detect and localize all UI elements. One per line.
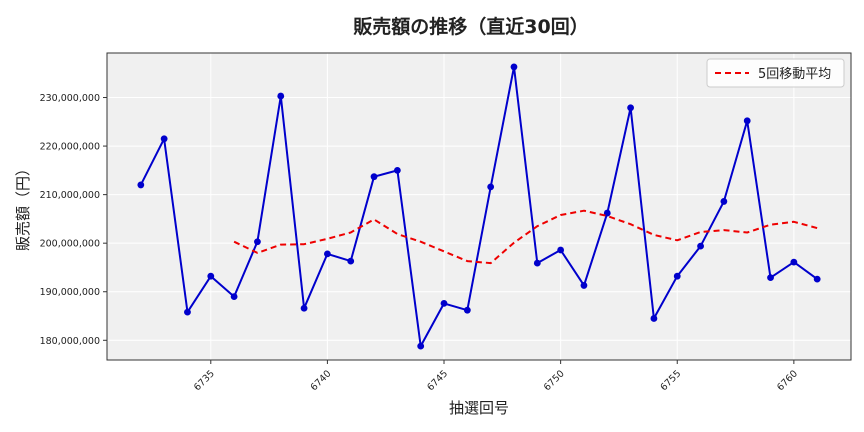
sales-point	[650, 315, 658, 322]
y-tick-label: 230,000,000	[40, 93, 100, 104]
sales-point	[184, 308, 191, 316]
sales-point	[254, 238, 261, 246]
sales-point	[393, 166, 401, 174]
sales-point	[790, 258, 798, 266]
y-tick-label: 210,000,000	[40, 190, 100, 201]
x-axis-label: 抽選回号	[449, 399, 509, 417]
sales-point	[417, 342, 425, 350]
sales-point	[813, 275, 821, 283]
sales-point	[277, 92, 285, 100]
sales-point	[673, 272, 681, 280]
sales-point	[767, 274, 774, 282]
y-axis-label: 販売額（円）	[14, 161, 32, 251]
sales-point	[743, 117, 751, 125]
sales-point	[697, 242, 704, 250]
sales-point	[230, 293, 238, 300]
sales-point	[720, 198, 728, 205]
sales-point	[557, 246, 565, 254]
x-tick-label: 6745	[425, 368, 450, 393]
series-layer	[137, 63, 821, 350]
sales-point	[160, 135, 168, 143]
legend: 5回移動平均	[706, 58, 845, 88]
sales-point	[300, 304, 308, 312]
x-tick-label: 6755	[658, 368, 683, 393]
x-tick-label: 6740	[309, 368, 334, 393]
moving-average-line	[233, 209, 818, 265]
plot-frame	[106, 52, 852, 361]
x-tick-label: 6760	[775, 368, 800, 393]
sales-point	[137, 181, 145, 189]
y-tick-label: 220,000,000	[40, 142, 100, 153]
sales-point	[440, 299, 448, 307]
sales-point	[627, 104, 634, 112]
sales-point	[324, 250, 331, 258]
sales-point	[510, 63, 518, 71]
x-tick-label: 6735	[192, 368, 217, 393]
legend-label-moving-average: 5回移動平均	[758, 67, 831, 82]
y-tick-label: 190,000,000	[40, 287, 100, 298]
y-tick-label: 200,000,000	[40, 239, 100, 250]
sales-point	[533, 259, 541, 267]
y-tick-label: 180,000,000	[40, 336, 100, 347]
sales-point	[347, 257, 355, 265]
sales-point	[487, 183, 495, 191]
grid-lines	[107, 53, 851, 360]
sales-point	[207, 272, 215, 280]
sales-point	[370, 173, 378, 181]
plot-area	[107, 53, 851, 360]
x-tick-label: 6750	[542, 368, 567, 393]
legend-box	[706, 58, 845, 88]
sales-point	[463, 306, 471, 314]
sales-point	[580, 282, 588, 289]
chart-title: 販売額の推移（直近30回）	[353, 15, 588, 38]
